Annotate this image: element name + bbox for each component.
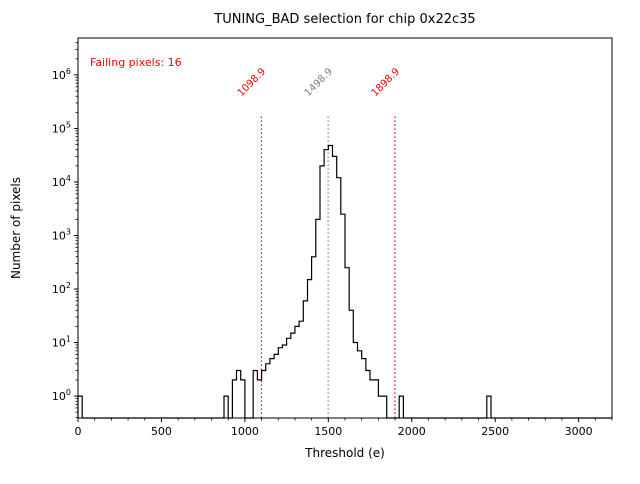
high-cut-label: 1898.9 [370,66,403,99]
y-tick-label: 101 [52,335,71,350]
x-tick-label: 2500 [481,425,509,438]
y-tick-label: 100 [52,388,71,403]
cut-lines-layer [260,115,396,418]
low-cut-label: 1098.9 [236,66,269,99]
tick-layer: 0 500 1000 1500 2000 2500 3000 100 101 102 103 104 1… [52,42,613,438]
y-tick-label: 106 [52,67,71,82]
y-tick-label: 105 [52,120,71,135]
x-tick-label: 2000 [398,425,426,438]
y-tick-label: 104 [52,174,71,189]
y-axis-label: Number of pixels [9,177,23,279]
histogram-layer [77,144,612,419]
x-tick-label: 1500 [314,425,342,438]
y-tick-label: 103 [52,227,71,242]
failing-pixels-text: Failing pixels: 16 [90,56,182,69]
x-tick-label: 1000 [231,425,259,438]
chart-title: TUNING_BAD selection for chip 0x22c35 [213,12,475,27]
mid-line-label: 1498.9 [303,66,336,99]
x-tick-label: 500 [151,425,172,438]
x-tick-label: 0 [75,425,82,438]
histogram-step-line [77,144,612,419]
y-tick-label: 102 [52,281,71,296]
x-axis-label: Threshold (e) [304,446,385,460]
x-tick-label: 3000 [565,425,593,438]
